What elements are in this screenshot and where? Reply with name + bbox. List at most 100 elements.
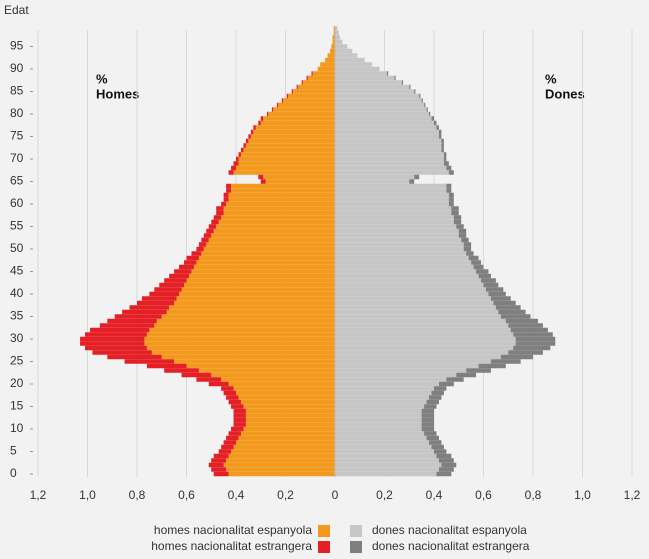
y-tick-label: 30 [10, 331, 24, 345]
bar [335, 26, 338, 31]
bar [231, 165, 236, 171]
bar [213, 228, 335, 234]
bar [320, 62, 335, 67]
x-tick-label: 1,0 [574, 488, 591, 502]
bar [276, 102, 279, 108]
bar [335, 372, 457, 378]
bar [186, 363, 335, 369]
bar [451, 210, 459, 216]
bar [335, 309, 499, 315]
bar [335, 237, 462, 243]
bar [236, 156, 239, 162]
bar [335, 215, 454, 220]
bar [476, 269, 489, 274]
bar [335, 435, 427, 441]
bar [240, 147, 244, 153]
bar [144, 336, 335, 342]
bar [203, 246, 335, 252]
bar [327, 53, 335, 58]
bar [335, 62, 373, 67]
bar [245, 143, 335, 148]
bar [421, 98, 423, 103]
bar [421, 408, 434, 414]
bar [255, 125, 335, 130]
bar [287, 93, 335, 99]
bar [426, 435, 439, 441]
bar [335, 219, 454, 225]
bar [283, 98, 335, 103]
legend-swatch [350, 525, 362, 537]
bar [231, 449, 335, 454]
bar [335, 116, 432, 121]
bar [508, 323, 543, 328]
bar [335, 152, 444, 157]
bar [198, 255, 335, 261]
bar [335, 53, 358, 58]
bar [164, 278, 187, 283]
bar [238, 156, 335, 162]
bar [429, 440, 442, 445]
bar [335, 273, 479, 279]
bar [312, 71, 335, 76]
bar [156, 318, 335, 324]
x-tick-label: 1,2 [624, 488, 641, 502]
bar [335, 345, 514, 351]
bar [236, 165, 335, 171]
bar [335, 242, 464, 247]
bar [228, 197, 335, 202]
x-tick-label: 1,2 [30, 488, 47, 502]
bar [191, 269, 335, 274]
bar [317, 66, 335, 72]
bar [258, 174, 264, 180]
bar [174, 300, 335, 306]
bar [335, 129, 439, 135]
bar [335, 66, 380, 72]
bar [441, 147, 444, 153]
bar [243, 404, 335, 409]
bar [335, 422, 422, 427]
bar [161, 354, 335, 360]
bar [107, 318, 157, 324]
bar [335, 89, 415, 94]
legend-swatch [350, 541, 362, 553]
bar [260, 120, 335, 126]
bar [434, 386, 447, 391]
bar [245, 138, 249, 144]
bar [268, 111, 335, 117]
legend-label: dones nacionalitat espanyola [372, 523, 527, 537]
bar [335, 395, 430, 400]
bar [297, 84, 335, 90]
bar [184, 260, 197, 265]
bar [253, 129, 335, 135]
bar [226, 201, 335, 207]
bar [335, 260, 472, 265]
bar [223, 206, 335, 211]
bar [89, 327, 150, 333]
bar [335, 350, 509, 355]
bar [253, 125, 256, 130]
bar [243, 426, 335, 432]
bar [438, 134, 442, 139]
bar [243, 147, 335, 153]
bar [335, 404, 425, 409]
bar [335, 192, 449, 198]
bar [151, 350, 335, 355]
bar [335, 44, 348, 49]
bar [335, 125, 437, 130]
bar [223, 440, 236, 445]
bar [248, 134, 251, 139]
bar [421, 413, 434, 418]
bar [335, 449, 434, 454]
bar [240, 399, 335, 405]
bar [401, 80, 404, 85]
bar [335, 197, 449, 202]
bar [266, 111, 269, 117]
bar [335, 440, 430, 445]
bar [335, 318, 506, 324]
bar [260, 116, 264, 121]
bar [226, 183, 232, 189]
y-axis-label: Edat [4, 3, 29, 17]
bar [330, 48, 335, 54]
bar [429, 111, 431, 117]
bar [245, 413, 335, 418]
